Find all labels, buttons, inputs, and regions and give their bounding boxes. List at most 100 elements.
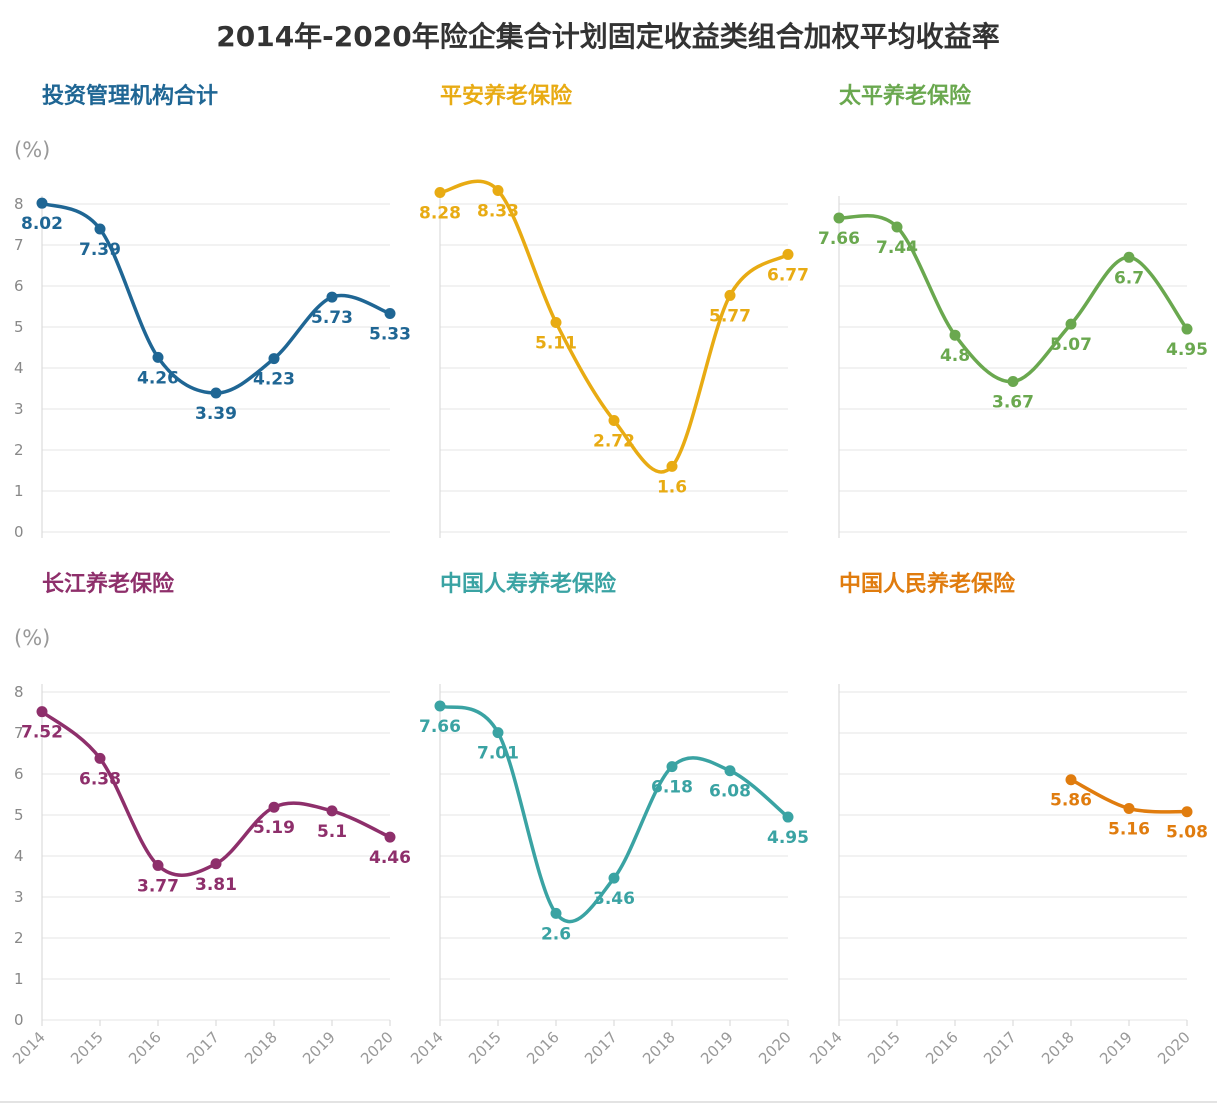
panel-4: 长江养老保险 (%) 0 1 2 3 4 5 6 7 8 2014 2015 2016 2017 2018 20… <box>9 571 411 1068</box>
panel-title: 中国人民养老保险 <box>839 571 1016 597</box>
data-label: 5.77 <box>709 306 751 326</box>
data-point <box>36 706 48 718</box>
x-tick-label: 2015 <box>67 1028 107 1068</box>
panel-2: 平安养老保险 8.28 8.33 5.11 2.72 1.6 5.77 6.77 <box>419 83 809 538</box>
data-label: 7.44 <box>876 238 918 258</box>
y-tick-label: 6 <box>14 277 24 295</box>
x-tick-label: 2019 <box>1096 1028 1136 1068</box>
data-point <box>1181 806 1193 818</box>
data-label: 6.38 <box>79 769 121 789</box>
x-tick-label: 2017 <box>581 1028 621 1068</box>
small-multiples: 投资管理机构合计(%)0123456788.027.394.263.394.23… <box>9 83 1208 1068</box>
x-tick-label: 2018 <box>639 1028 679 1068</box>
data-point <box>666 460 678 472</box>
y-tick-label: 0 <box>14 1011 24 1029</box>
data-point <box>384 831 396 843</box>
panel-title: 投资管理机构合计 <box>42 83 218 109</box>
y-tick-label: 6 <box>14 765 24 783</box>
data-label: 5.19 <box>253 818 295 838</box>
data-label: 6.77 <box>767 265 809 285</box>
data-label: 6.18 <box>651 778 693 798</box>
data-label: 5.16 <box>1108 819 1150 839</box>
data-point <box>891 221 903 233</box>
data-label: 7.39 <box>79 240 121 260</box>
data-point <box>833 212 845 224</box>
x-tick-label: 2014 <box>806 1028 846 1068</box>
data-label: 5.11 <box>535 333 577 353</box>
panel-5: 中国人寿养老保险 2014 2015 2016 2017 2018 2019 2020 7.66… <box>407 571 809 1068</box>
data-label: 4.23 <box>253 370 295 390</box>
data-point <box>782 248 794 260</box>
x-tick-label: 2018 <box>1038 1028 1078 1068</box>
data-point <box>666 761 678 773</box>
x-tick-label: 2020 <box>1154 1028 1194 1068</box>
data-point <box>492 727 504 739</box>
data-point <box>1181 323 1193 335</box>
data-label: 7.01 <box>477 744 519 764</box>
data-label: 5.73 <box>311 308 353 328</box>
data-point <box>434 700 446 712</box>
panel-title: 平安养老保险 <box>440 83 573 109</box>
y-tick-label: 3 <box>14 400 24 418</box>
data-label: 3.77 <box>137 876 179 896</box>
data-point <box>492 184 504 196</box>
data-label: 4.95 <box>767 828 809 848</box>
data-label: 7.52 <box>21 723 63 743</box>
data-label: 5.1 <box>317 822 347 842</box>
data-label: 8.02 <box>21 214 63 234</box>
y-tick-label: 7 <box>14 236 24 254</box>
y-tick-label: 5 <box>14 806 24 824</box>
chart-title: 2014年-2020年险企集合计划固定收益类组合加权平均收益率 <box>216 20 999 53</box>
data-point <box>608 872 620 884</box>
y-tick-label: 2 <box>14 441 24 459</box>
x-tick-label: 2019 <box>697 1028 737 1068</box>
y-tick-label: 3 <box>14 888 24 906</box>
data-label: 5.33 <box>369 324 411 344</box>
data-label: 6.7 <box>1114 268 1144 288</box>
data-label: 4.95 <box>1166 340 1208 360</box>
data-label: 8.33 <box>477 201 519 221</box>
panel-title: 长江养老保险 <box>42 571 175 597</box>
y-tick-label: 0 <box>14 523 24 541</box>
data-label: 3.81 <box>195 875 237 895</box>
x-tick-label: 2015 <box>864 1028 904 1068</box>
x-tick-label: 2016 <box>922 1028 962 1068</box>
data-label: 4.46 <box>369 848 411 868</box>
data-label: 6.08 <box>709 782 751 802</box>
data-point <box>94 223 106 235</box>
data-label: 2.72 <box>593 431 635 451</box>
data-point <box>550 316 562 328</box>
data-point <box>152 351 164 363</box>
data-label: 1.6 <box>657 477 687 497</box>
data-point <box>782 811 794 823</box>
data-point <box>434 187 446 199</box>
data-point <box>94 752 106 764</box>
data-point <box>268 801 280 813</box>
data-point <box>326 291 338 303</box>
series-line <box>40 709 392 877</box>
panel-title: 中国人寿养老保险 <box>440 571 617 597</box>
panel-1: 投资管理机构合计 (%) 0 1 2 3 4 5 6 7 88.02 7.39 4.26 3.39 4.23… <box>14 83 411 541</box>
data-label: 7.66 <box>818 229 860 249</box>
data-point <box>326 805 338 817</box>
y-tick-label: 4 <box>14 847 24 865</box>
data-point <box>1123 802 1135 814</box>
data-label: 3.39 <box>195 404 237 424</box>
data-label: 7.66 <box>419 717 461 737</box>
data-point <box>36 197 48 209</box>
x-tick-label: 2019 <box>299 1028 339 1068</box>
panel-3: 太平养老保险 7.66 7.44 4.8 3.67 5.07 6.7 4.95 <box>818 83 1208 538</box>
data-label: 5.08 <box>1166 823 1208 843</box>
y-unit-label: (%) <box>14 626 50 650</box>
data-point <box>949 329 961 341</box>
data-point <box>152 859 164 871</box>
data-point <box>268 353 280 365</box>
data-point <box>724 765 736 777</box>
data-point <box>210 387 222 399</box>
data-point <box>384 307 396 319</box>
data-point <box>1065 318 1077 330</box>
x-tick-label: 2020 <box>357 1028 397 1068</box>
y-tick-label: 5 <box>14 318 24 336</box>
y-tick-label: 8 <box>14 683 24 701</box>
